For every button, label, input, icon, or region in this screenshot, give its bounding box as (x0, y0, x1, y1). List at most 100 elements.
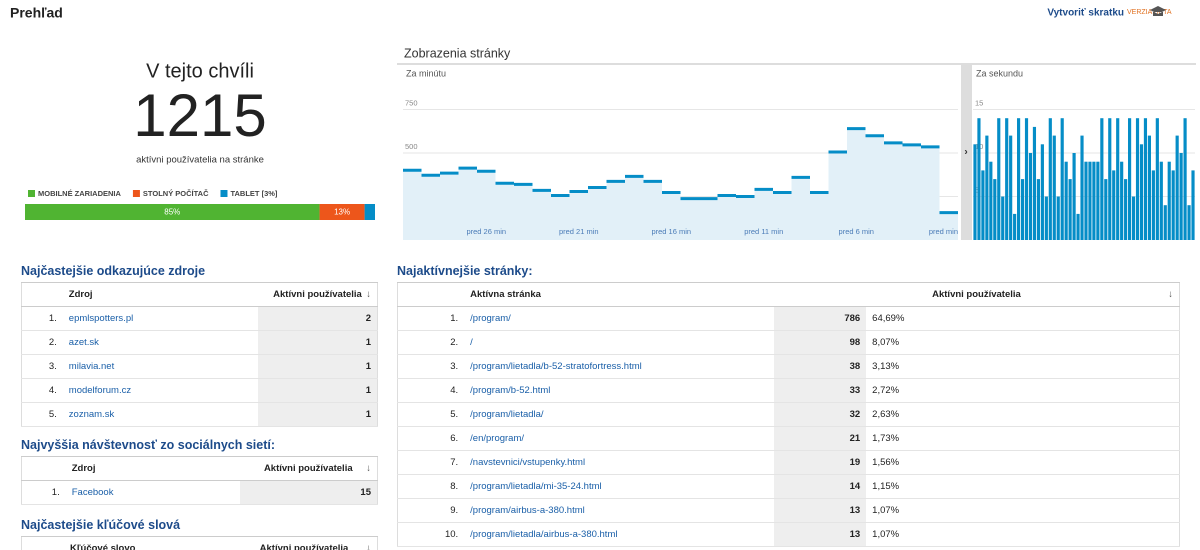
active-count: 1215 (133, 82, 266, 149)
row-link[interactable]: /navstevnici/vstupenky.html (464, 450, 774, 475)
table-row: 10./program/lietadla/airbus-a-380.html 13… (397, 522, 1180, 547)
divider-arrow: › (964, 147, 967, 158)
header-cell[interactable]: Aktívni používatelia (231, 536, 378, 550)
cell: 1. (21, 480, 66, 505)
bar (1076, 213, 1080, 240)
cell: 32 (773, 402, 867, 427)
bar (1060, 118, 1064, 240)
header-cell[interactable]: Aktívni používatelia (239, 456, 378, 481)
cell: 98 (773, 330, 867, 355)
bar (662, 192, 681, 240)
bar (847, 128, 866, 240)
device-bar-label: 85% (164, 208, 180, 217)
row-link[interactable]: epmlspotters.pl (62, 306, 258, 331)
bar (754, 189, 773, 240)
device-bar-label: 13% (334, 208, 350, 217)
bar (551, 195, 570, 240)
bar (532, 190, 551, 240)
bar (1151, 170, 1155, 240)
header-row: Aktívna stránka Aktívni používatelia (397, 282, 1180, 307)
cell: 19 (773, 450, 867, 475)
header-cell: Zdroj (62, 282, 258, 307)
bar (985, 135, 989, 240)
panel-label: Za minútu (406, 68, 446, 78)
bar (495, 183, 514, 240)
row-link[interactable]: azet.sk (62, 330, 258, 355)
table-row: 2./98 8,07% (397, 330, 1180, 355)
row-link[interactable]: /program/lietadla/b-52-stratofortress.ht… (464, 354, 774, 379)
shortcut-link[interactable]: Vytvoriť skratku (1047, 8, 1124, 19)
cell: 1,07% (866, 498, 1180, 523)
row-link[interactable]: /program/ (464, 306, 774, 331)
row-link[interactable]: /program/lietadla/mi-35-24.html (464, 474, 774, 499)
bar (1024, 118, 1029, 240)
row-link[interactable]: /program/airbus-a-380.html (464, 498, 774, 523)
header-cell (21, 536, 64, 550)
bar (588, 187, 607, 240)
header-cell[interactable]: Aktívni používatelia (773, 282, 1180, 307)
row-link[interactable]: /en/program/ (464, 426, 774, 451)
bar (1179, 153, 1183, 240)
data-table: Kľúčové slovo Aktívni používatelia (21, 536, 378, 550)
header-cell: Kľúčové slovo (64, 536, 231, 550)
row-link[interactable]: /program/b-52.html (464, 378, 774, 403)
y-tick-label: 500 (405, 142, 418, 151)
bar (828, 151, 847, 240)
bar (921, 146, 940, 240)
header-cell[interactable]: Aktívni používatelia (258, 282, 378, 307)
bar (1128, 118, 1132, 240)
bar (939, 212, 958, 240)
legend-label: MOBILNÉ ZARIADENIA (38, 189, 121, 198)
table-row: 4./program/b-52.html 33 2,72% (397, 378, 1180, 403)
device-bar (25, 204, 320, 220)
bar (981, 170, 985, 240)
row-link[interactable]: zoznam.sk (62, 402, 258, 427)
header-cell: Zdroj (65, 456, 240, 481)
bar (606, 181, 625, 240)
cell: 8. (397, 474, 465, 499)
legend-label: STOLNÝ POČÍTAČ (143, 189, 209, 198)
bar (1056, 196, 1060, 240)
table-row: 3. milavia.net 1 (21, 354, 378, 379)
panel-label: Za sekundu (976, 68, 1023, 78)
cell: 2. (21, 330, 63, 355)
bar (458, 168, 477, 240)
bar (1017, 118, 1021, 240)
cell: 21 (773, 426, 867, 451)
bar (977, 118, 981, 240)
bar (1171, 170, 1175, 240)
bar (810, 192, 829, 240)
bar (1013, 213, 1017, 240)
row-link[interactable]: milavia.net (62, 354, 258, 379)
cell: 33 (773, 378, 867, 403)
bar (1124, 179, 1128, 240)
bar (997, 118, 1001, 240)
bar (1044, 196, 1048, 240)
row-link[interactable]: /program/lietadla/airbus-a-380.html (464, 522, 774, 547)
bar (1100, 118, 1104, 240)
bar (1183, 118, 1187, 240)
cell: 64,69% (866, 306, 1180, 331)
header-cell (21, 282, 63, 307)
cell: 13 (773, 522, 867, 547)
row-link[interactable]: modelforum.cz (62, 378, 258, 403)
chart-title: Zobrazenia stránky (404, 46, 511, 60)
bar (1064, 161, 1068, 240)
row-link[interactable]: /program/lietadla/ (464, 402, 774, 427)
bar (717, 195, 736, 240)
cell: 1 (258, 330, 378, 355)
row-link[interactable]: / (464, 330, 774, 355)
bar (1096, 161, 1100, 240)
row-link[interactable]: Facebook (65, 480, 240, 505)
bar (1032, 126, 1037, 240)
cell: 786 (773, 306, 867, 331)
cell: 1 (258, 378, 378, 403)
bar (1187, 205, 1191, 240)
table-row: 9./program/airbus-a-380.html 13 1,07% (397, 498, 1180, 523)
bar (989, 161, 993, 240)
table-row: 5. zoznam.sk 1 (21, 402, 378, 427)
cell: 1,07% (866, 522, 1180, 547)
cell: 13 (773, 498, 867, 523)
